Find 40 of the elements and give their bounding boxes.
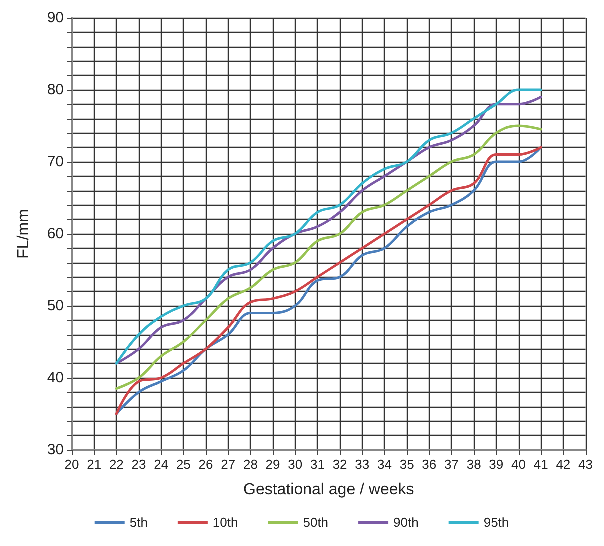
x-tick-label: 40 xyxy=(512,457,526,472)
x-tick-label: 21 xyxy=(87,457,102,472)
x-tick-label: 37 xyxy=(444,457,459,472)
y-tick-label: 90 xyxy=(47,10,64,26)
y-tick-label: 40 xyxy=(47,370,64,386)
y-tick-label: 70 xyxy=(47,154,64,170)
x-tick-label: 28 xyxy=(243,457,258,472)
x-tick-label: 32 xyxy=(332,457,348,472)
x-tick-label: 39 xyxy=(489,457,504,472)
legend-label: 50th xyxy=(303,515,329,530)
x-tick-label: 23 xyxy=(132,457,146,472)
x-axis-title: Gestational age / weeks xyxy=(244,482,414,498)
legend-label: 95th xyxy=(484,515,510,530)
x-tick-label: 24 xyxy=(154,457,169,472)
y-tick-label: 50 xyxy=(47,298,64,314)
x-tick-label: 22 xyxy=(109,457,124,472)
y-axis-title: FL/mm xyxy=(16,209,32,259)
legend-label: 5th xyxy=(130,515,148,530)
x-tick-label: 33 xyxy=(355,457,370,472)
y-tick-label: 80 xyxy=(47,82,64,98)
y-tick-label: 30 xyxy=(47,442,64,458)
x-tick-label: 35 xyxy=(400,457,414,472)
line-series xyxy=(115,146,542,416)
x-tick-label: 31 xyxy=(310,457,325,472)
legend-label: 10th xyxy=(212,515,238,530)
y-tick-label: 60 xyxy=(47,226,64,242)
x-tick-label: 29 xyxy=(266,457,280,472)
x-tick-label: 27 xyxy=(221,457,236,472)
x-tick-label: 42 xyxy=(556,457,571,472)
x-tick-label: 41 xyxy=(534,457,548,472)
line-series xyxy=(115,124,542,390)
x-tick-label: 34 xyxy=(377,457,392,472)
x-tick-label: 43 xyxy=(578,457,594,472)
x-tick-label: 26 xyxy=(198,457,214,472)
x-tick-label: 20 xyxy=(64,457,80,472)
x-tick-label: 25 xyxy=(176,457,191,472)
x-tick-label: 30 xyxy=(288,457,303,472)
x-tick-label: 36 xyxy=(422,457,437,472)
legend-label: 90th xyxy=(394,515,419,530)
x-tick-label: 38 xyxy=(466,457,482,472)
